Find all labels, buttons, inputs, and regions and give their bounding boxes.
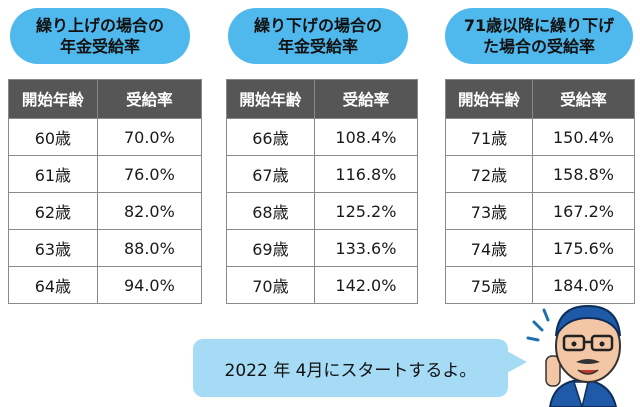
- rate-cell: 150.4%: [531, 118, 636, 156]
- age-cell: 64歳: [8, 266, 98, 304]
- table-row: 70歳 142.0%: [226, 266, 419, 304]
- title-line-1: 繰り上げの場合の: [35, 16, 164, 35]
- age-cell: 74歳: [445, 229, 533, 267]
- age-cell: 70歳: [226, 266, 315, 304]
- age-cell: 62歳: [8, 192, 98, 230]
- rate-cell: 158.8%: [531, 155, 636, 193]
- title-line-1: 繰り下げの場合の: [253, 16, 382, 35]
- table-row: 64歳 94.0%: [8, 266, 203, 304]
- speech-bubble: 2022 年 4月にスタートするよ。: [193, 339, 508, 397]
- age-cell: 75歳: [445, 266, 533, 304]
- deferred-rate-table: 開始年齢 受給率 66歳 108.4% 67歳 116.8% 68歳 125.2% 6…: [226, 79, 419, 304]
- table-header-row: 開始年齢 受給率: [445, 79, 636, 119]
- table-row: 74歳 175.6%: [445, 229, 636, 267]
- rate-cell: 175.6%: [531, 229, 636, 267]
- age-cell: 68歳: [226, 192, 315, 230]
- table-row: 63歳 88.0%: [8, 229, 203, 267]
- speech-bubble-tail: [505, 350, 527, 374]
- title-line-2: 年金受給率: [277, 37, 358, 56]
- title-line-2: た場合の受給率: [482, 37, 595, 56]
- table-row: 62歳 82.0%: [8, 192, 203, 230]
- table-row: 68歳 125.2%: [226, 192, 419, 230]
- emphasis-marks-icon: [526, 308, 550, 342]
- age-cell: 63歳: [8, 229, 98, 267]
- age-cell: 60歳: [8, 118, 98, 156]
- rate-cell: 142.0%: [313, 266, 419, 304]
- rate-cell: 125.2%: [313, 192, 419, 230]
- rate-cell: 133.6%: [313, 229, 419, 267]
- rate-cell: 108.4%: [313, 118, 419, 156]
- raised-finger-icon: [545, 355, 561, 387]
- age-cell: 67歳: [226, 155, 315, 193]
- title-line-2: 年金受給率: [59, 37, 140, 56]
- table-row: 71歳 150.4%: [445, 118, 636, 156]
- rate-cell: 167.2%: [531, 192, 636, 230]
- age-cell: 66歳: [226, 118, 315, 156]
- age-cell: 61歳: [8, 155, 98, 193]
- header-start-age: 開始年齢: [226, 79, 315, 119]
- speech-text: 2022 年 4月にスタートするよ。: [224, 360, 477, 381]
- rate-cell: 76.0%: [96, 155, 203, 193]
- table-row: 66歳 108.4%: [226, 118, 419, 156]
- age-cell: 71歳: [445, 118, 533, 156]
- section-title-early: 繰り上げの場合の 年金受給率: [10, 8, 190, 64]
- header-start-age: 開始年齢: [8, 79, 98, 119]
- table-row: 72歳 158.8%: [445, 155, 636, 193]
- table-row: 61歳 76.0%: [8, 155, 203, 193]
- age-cell: 73歳: [445, 192, 533, 230]
- rate-cell: 116.8%: [313, 155, 419, 193]
- header-start-age: 開始年齢: [445, 79, 533, 119]
- header-rate: 受給率: [313, 79, 419, 119]
- rate-cell: 70.0%: [96, 118, 203, 156]
- early-rate-table: 開始年齢 受給率 60歳 70.0% 61歳 76.0% 62歳 82.0% 63歳 8…: [8, 79, 203, 304]
- age-cell: 72歳: [445, 155, 533, 193]
- table-header-row: 開始年齢 受給率: [8, 79, 203, 119]
- table-row: 75歳 184.0%: [445, 266, 636, 304]
- glasses-icon: [562, 334, 614, 352]
- hair-icon: [555, 304, 621, 337]
- rate-cell: 184.0%: [531, 266, 636, 304]
- mascot-man-illustration: [526, 304, 621, 407]
- section-title-late-deferred: 71歳以降に繰り下げ た場合の受給率: [445, 8, 633, 64]
- table-header-row: 開始年齢 受給率: [226, 79, 419, 119]
- table-row: 69歳 133.6%: [226, 229, 419, 267]
- table-row: 73歳 167.2%: [445, 192, 636, 230]
- table-row: 67歳 116.8%: [226, 155, 419, 193]
- table-row: 60歳 70.0%: [8, 118, 203, 156]
- late-deferred-rate-table: 開始年齢 受給率 71歳 150.4% 72歳 158.8% 73歳 167.2% 7…: [445, 79, 636, 304]
- age-cell: 69歳: [226, 229, 315, 267]
- header-rate: 受給率: [96, 79, 203, 119]
- section-title-deferred: 繰り下げの場合の 年金受給率: [228, 8, 408, 64]
- rate-cell: 88.0%: [96, 229, 203, 267]
- rate-cell: 94.0%: [96, 266, 203, 304]
- title-line-1: 71歳以降に繰り下げ: [463, 16, 615, 35]
- rate-cell: 82.0%: [96, 192, 203, 230]
- header-rate: 受給率: [531, 79, 636, 119]
